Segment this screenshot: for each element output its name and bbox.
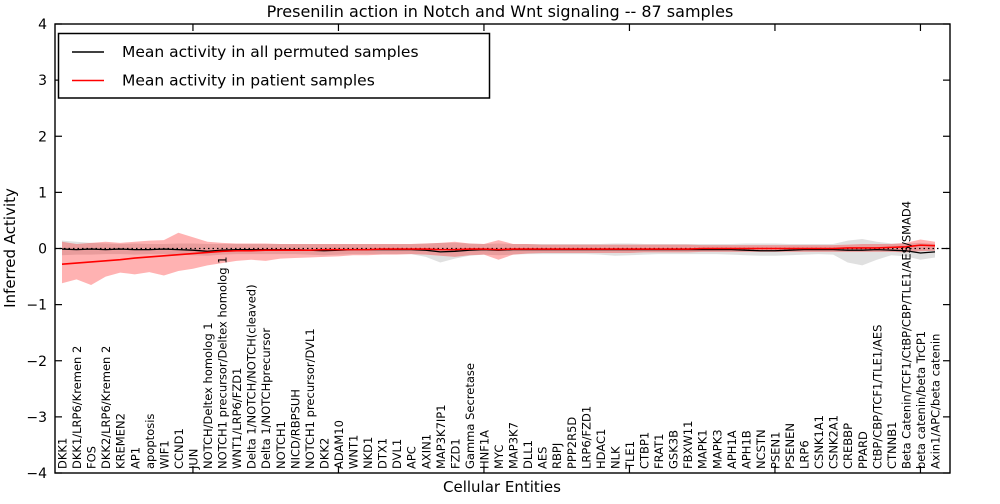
category-label: MAPK1 (696, 429, 710, 469)
y-tick-label: −4 (26, 466, 47, 482)
category-label: NICD/RBPSUH (288, 389, 302, 469)
category-label: NKD1 (361, 437, 375, 469)
category-label: GSK3B (667, 430, 681, 469)
permuted-band (62, 238, 935, 266)
y-tick-label: 1 (38, 185, 47, 201)
category-label: MAPK3 (710, 429, 724, 469)
category-label: Gamma Secretase (463, 363, 477, 469)
category-label: KREMEN2 (114, 413, 128, 469)
category-label: PSEN1 (768, 432, 782, 469)
legend-label-permuted: Mean activity in all permuted samples (122, 43, 419, 61)
category-label: NOTCH1 (274, 421, 288, 469)
category-label: WNT1/LRP6/FZD1 (230, 368, 244, 469)
category-label: DLL1 (521, 440, 535, 469)
category-label: CtBP/CBP/TCF1/TLE1/AES (870, 325, 884, 469)
category-label: PSENEN (783, 423, 797, 469)
category-label: WIF1 (157, 440, 171, 469)
y-tick-label: 2 (38, 129, 47, 145)
legend-label-patient: Mean activity in patient samples (122, 72, 375, 90)
category-label: LRP6/FZD1 (579, 406, 593, 469)
category-label: Delta 1/NOTCHprecursor (259, 328, 273, 469)
category-label: APH1A (725, 430, 739, 469)
category-label: Beta Catenin/TCF1/CtBP/CBP/TLE1/AES/SMAD… (899, 201, 913, 469)
category-label: DKK2/LRP6/Kremen 2 (99, 346, 113, 469)
category-label: TLE1 (623, 441, 637, 470)
category-label: NLK (608, 446, 622, 469)
category-label: NOTCH/Deltex homolog 1 (201, 322, 215, 469)
category-label: DKK1 (56, 438, 70, 469)
y-tick-label: 4 (38, 17, 47, 33)
category-label: CTNNB1 (885, 422, 899, 469)
category-label: beta catenin/beta TrCP1 (914, 331, 928, 469)
category-label: WNT1 (347, 435, 361, 469)
category-label: NCSTN (754, 429, 768, 469)
category-label: AXIN1 (419, 434, 433, 469)
x-axis-label: Cellular Entities (443, 478, 561, 496)
category-label: CSNK1A1 (812, 415, 826, 469)
patient-mean-line (61, 244, 936, 266)
category-label: AP1 (128, 447, 142, 469)
category-label: CREBBP (841, 423, 855, 469)
category-label: DKK2 (317, 438, 331, 469)
category-label: DKK1/LRP6/Kremen 2 (70, 346, 84, 469)
category-label: HDAC1 (594, 429, 608, 469)
category-label: PPARD (856, 431, 870, 469)
category-label: CTBP1 (638, 432, 652, 469)
category-label: APH1B (739, 430, 753, 469)
category-label: PPP2R5D (565, 417, 579, 469)
category-label: HNF1A (477, 430, 491, 469)
category-label: DTX1 (376, 438, 390, 469)
category-label: DVL1 (390, 439, 404, 469)
y-tick-label: −2 (26, 354, 47, 370)
y-tick-label: 0 (38, 242, 47, 258)
category-label: RBPJ (550, 443, 564, 469)
plot-frame (54, 23, 951, 474)
y-tick-label: 3 (38, 73, 47, 89)
category-label: CSNK2A1 (827, 415, 841, 469)
category-label: Axin1/APC/beta catenin (929, 334, 943, 469)
category-label: Delta 1/NOTCH/NOTCH(cleaved) (245, 284, 259, 469)
category-label: NOTCH1 precursor/DVL1 (303, 328, 317, 469)
category-label: CCND1 (172, 428, 186, 469)
category-label: FBXW11 (681, 421, 695, 469)
legend: Mean activity in all permuted samples Me… (57, 32, 491, 99)
category-label: apoptosis (143, 414, 157, 469)
category-label: LRP6 (798, 440, 812, 469)
category-label: NOTCH1 precursor/Deltex homolog 1 (216, 256, 230, 469)
category-label: FOS (85, 446, 99, 469)
category-label: FZD1 (448, 438, 462, 469)
category-label: JUN (186, 449, 200, 470)
y-tick-label: −1 (26, 298, 47, 314)
y-axis-label: Inferred Activity (1, 188, 19, 308)
category-label: AES (536, 447, 550, 469)
legend-box (57, 32, 491, 99)
category-label: MYC (492, 445, 506, 469)
y-tick-label: −3 (26, 410, 47, 426)
chart-title: Presenilin action in Notch and Wnt signa… (267, 2, 734, 21)
patient-band (62, 232, 935, 285)
category-label: MAP3K7IP1 (434, 404, 448, 469)
category-label: MAP3K7 (507, 422, 521, 469)
category-label: ADAM10 (332, 420, 346, 469)
category-label: FRAT1 (652, 434, 666, 469)
category-label: APC (405, 446, 419, 469)
